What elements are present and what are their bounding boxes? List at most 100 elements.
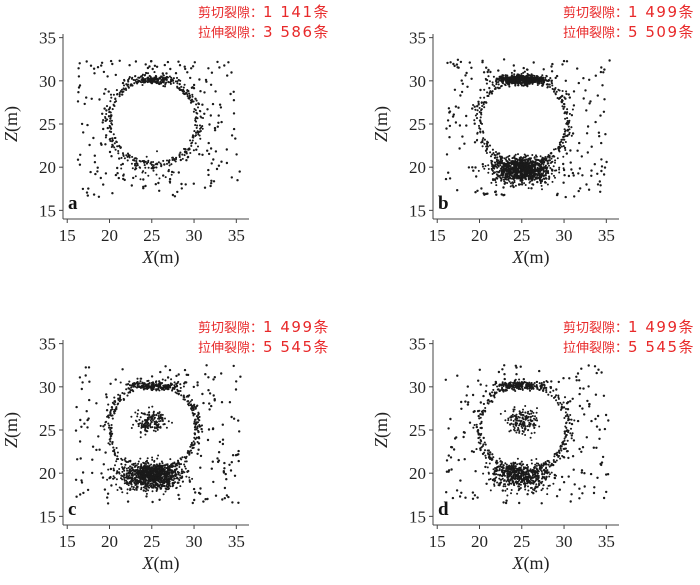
crack-point [134,465,137,468]
crack-point [600,461,604,464]
crack-point [473,105,476,108]
crack-point [570,168,573,171]
crack-point [171,79,174,82]
crack-point [127,80,130,83]
crack-point [170,76,173,79]
crack-point [533,487,537,490]
crack-point [144,171,147,174]
crack-point [540,502,543,505]
crack-point [563,146,567,150]
crack-point [140,477,143,480]
crack-point [526,160,529,163]
crack-point [160,481,162,484]
crack-point [160,487,162,490]
crack-point [208,402,211,405]
crack-point [488,86,491,89]
crack-point [111,401,114,404]
crack-point [524,163,526,166]
crack-point [509,170,512,172]
crack-point [176,190,179,194]
crack-point [121,466,124,469]
crack-point [504,84,507,87]
crack-point [162,478,165,481]
crack-point [183,368,187,372]
crack-point [144,184,147,188]
crack-point [196,124,199,127]
crack-point [119,381,122,384]
crack-point [75,405,78,409]
crack-point [158,189,161,192]
crack-point [461,135,464,138]
crack-point [107,414,110,417]
crack-point [561,63,564,66]
crack-point [158,177,161,180]
crack-point [217,451,221,454]
crack-point [506,160,509,163]
crack-point [596,183,600,186]
crack-point [489,151,492,154]
crack-point [142,170,145,173]
crack-point [576,67,579,70]
crack-point [452,448,456,451]
crack-point [471,491,475,494]
crack-point [97,435,100,438]
crack-point [556,157,559,160]
crack-point [456,374,459,377]
crack-point [536,166,539,169]
crack-point [113,408,116,411]
crack-point [148,386,151,389]
crack-point [465,394,468,397]
crack-point [503,377,506,381]
crack-point [204,78,208,82]
annotation-value: 5 509条 [628,23,695,41]
crack-point [177,493,180,497]
crack-point [572,104,576,107]
crack-point [560,98,564,101]
crack-point [199,90,202,93]
crack-point [558,168,561,171]
crack-point [170,378,173,381]
crack-point [132,176,135,180]
crack-point [223,467,226,470]
crack-point [142,383,145,386]
crack-point [481,145,484,148]
crack-point [112,133,115,136]
crack-point [562,155,565,158]
crack-point [135,420,138,423]
crack-point [566,117,569,120]
crack-point [167,475,170,478]
crack-point [530,175,533,178]
crack-point [505,79,508,82]
crack-point [569,400,572,403]
crack-point [570,134,573,137]
crack-point [474,166,477,169]
crack-point [484,165,487,167]
crack-point [466,403,470,406]
crack-point [238,430,241,433]
crack-point [171,478,173,481]
crack-point [90,97,93,101]
crack-point [175,374,178,378]
crack-point [114,378,117,381]
annotation-value: 1 141条 [263,3,330,21]
crack-point [522,378,525,381]
crack-point [181,153,184,156]
crack-point [180,468,183,471]
crack-point [234,137,237,140]
crack-point [542,81,546,84]
crack-point [134,79,137,82]
crack-point [445,153,449,156]
crack-point [197,103,201,106]
crack-point [538,170,541,173]
crack-point [120,463,123,465]
crack-point [178,497,181,501]
crack-point [112,467,115,470]
crack-point [123,178,126,182]
crack-point [103,488,107,491]
crack-point [152,468,155,471]
crack-point [494,87,497,90]
crack-point [148,74,151,77]
crack-point [132,488,135,491]
crack-point [540,176,543,179]
crack-point [526,72,529,75]
